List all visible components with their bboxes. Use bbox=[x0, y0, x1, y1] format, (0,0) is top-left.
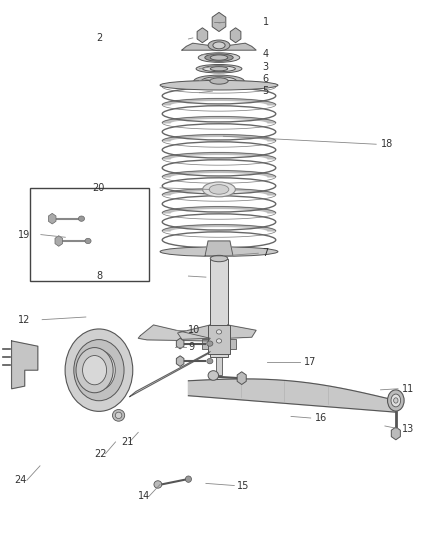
Text: 1: 1 bbox=[263, 17, 269, 27]
Ellipse shape bbox=[185, 476, 191, 482]
Text: 4: 4 bbox=[263, 49, 269, 59]
Text: 7: 7 bbox=[263, 248, 269, 258]
Text: 2: 2 bbox=[97, 33, 103, 43]
Ellipse shape bbox=[198, 53, 240, 62]
Ellipse shape bbox=[65, 329, 133, 411]
Ellipse shape bbox=[207, 341, 213, 346]
Ellipse shape bbox=[74, 340, 124, 401]
Ellipse shape bbox=[90, 360, 108, 381]
Ellipse shape bbox=[82, 356, 106, 385]
Polygon shape bbox=[162, 152, 276, 159]
Ellipse shape bbox=[160, 80, 278, 90]
Polygon shape bbox=[162, 80, 276, 87]
Text: 22: 22 bbox=[95, 449, 107, 458]
Ellipse shape bbox=[154, 481, 162, 488]
Polygon shape bbox=[197, 28, 208, 43]
Ellipse shape bbox=[85, 238, 91, 244]
Ellipse shape bbox=[113, 409, 125, 421]
Ellipse shape bbox=[160, 247, 278, 256]
Ellipse shape bbox=[115, 412, 122, 418]
Polygon shape bbox=[162, 224, 276, 231]
Ellipse shape bbox=[205, 54, 233, 61]
Polygon shape bbox=[162, 171, 276, 177]
Text: 24: 24 bbox=[14, 475, 26, 485]
Ellipse shape bbox=[208, 40, 230, 51]
Text: 8: 8 bbox=[97, 271, 103, 281]
Ellipse shape bbox=[203, 182, 235, 197]
Polygon shape bbox=[130, 352, 210, 397]
Ellipse shape bbox=[210, 67, 228, 71]
Polygon shape bbox=[212, 12, 226, 31]
Bar bbox=[230, 340, 236, 349]
Text: 10: 10 bbox=[188, 325, 201, 335]
Ellipse shape bbox=[210, 78, 228, 84]
Polygon shape bbox=[182, 43, 256, 50]
Ellipse shape bbox=[207, 359, 213, 364]
Ellipse shape bbox=[82, 350, 115, 390]
Polygon shape bbox=[177, 356, 184, 367]
Bar bbox=[208, 325, 230, 354]
Ellipse shape bbox=[388, 390, 404, 411]
Polygon shape bbox=[162, 189, 276, 195]
Polygon shape bbox=[205, 241, 233, 256]
Text: 17: 17 bbox=[304, 357, 317, 367]
Ellipse shape bbox=[216, 339, 222, 343]
Polygon shape bbox=[12, 341, 38, 389]
Ellipse shape bbox=[213, 42, 225, 49]
Ellipse shape bbox=[78, 216, 85, 221]
Ellipse shape bbox=[209, 184, 229, 194]
Polygon shape bbox=[177, 325, 210, 340]
Text: 20: 20 bbox=[92, 183, 105, 193]
Bar bbox=[30, 188, 149, 281]
Text: 16: 16 bbox=[315, 413, 327, 423]
Bar bbox=[202, 340, 208, 349]
Polygon shape bbox=[230, 28, 241, 43]
Ellipse shape bbox=[76, 348, 113, 393]
Bar bbox=[210, 259, 228, 357]
Ellipse shape bbox=[391, 394, 401, 407]
Polygon shape bbox=[162, 207, 276, 213]
Ellipse shape bbox=[210, 55, 228, 60]
Bar bbox=[215, 249, 223, 375]
Text: 15: 15 bbox=[237, 481, 249, 490]
Polygon shape bbox=[188, 379, 396, 412]
Ellipse shape bbox=[196, 64, 242, 73]
Ellipse shape bbox=[210, 255, 228, 262]
Polygon shape bbox=[162, 117, 276, 123]
Ellipse shape bbox=[208, 370, 219, 380]
Text: 21: 21 bbox=[121, 437, 133, 447]
Polygon shape bbox=[138, 325, 210, 341]
Text: 3: 3 bbox=[263, 62, 269, 71]
Polygon shape bbox=[162, 134, 276, 141]
Polygon shape bbox=[228, 325, 256, 338]
Ellipse shape bbox=[194, 75, 244, 87]
Polygon shape bbox=[391, 427, 400, 440]
Polygon shape bbox=[237, 372, 246, 384]
Polygon shape bbox=[162, 99, 276, 105]
Text: 12: 12 bbox=[18, 314, 31, 325]
Polygon shape bbox=[177, 338, 184, 349]
Text: 6: 6 bbox=[263, 74, 269, 84]
Ellipse shape bbox=[201, 77, 237, 85]
Polygon shape bbox=[55, 236, 63, 246]
Text: 9: 9 bbox=[188, 342, 194, 352]
Ellipse shape bbox=[203, 66, 235, 71]
Text: 5: 5 bbox=[263, 86, 269, 96]
Text: 14: 14 bbox=[138, 491, 151, 501]
Polygon shape bbox=[49, 213, 56, 224]
Ellipse shape bbox=[394, 398, 398, 403]
Ellipse shape bbox=[216, 330, 222, 334]
Text: 13: 13 bbox=[403, 424, 415, 434]
Text: 19: 19 bbox=[18, 230, 30, 240]
Text: 11: 11 bbox=[403, 384, 415, 394]
Text: 18: 18 bbox=[381, 139, 393, 149]
